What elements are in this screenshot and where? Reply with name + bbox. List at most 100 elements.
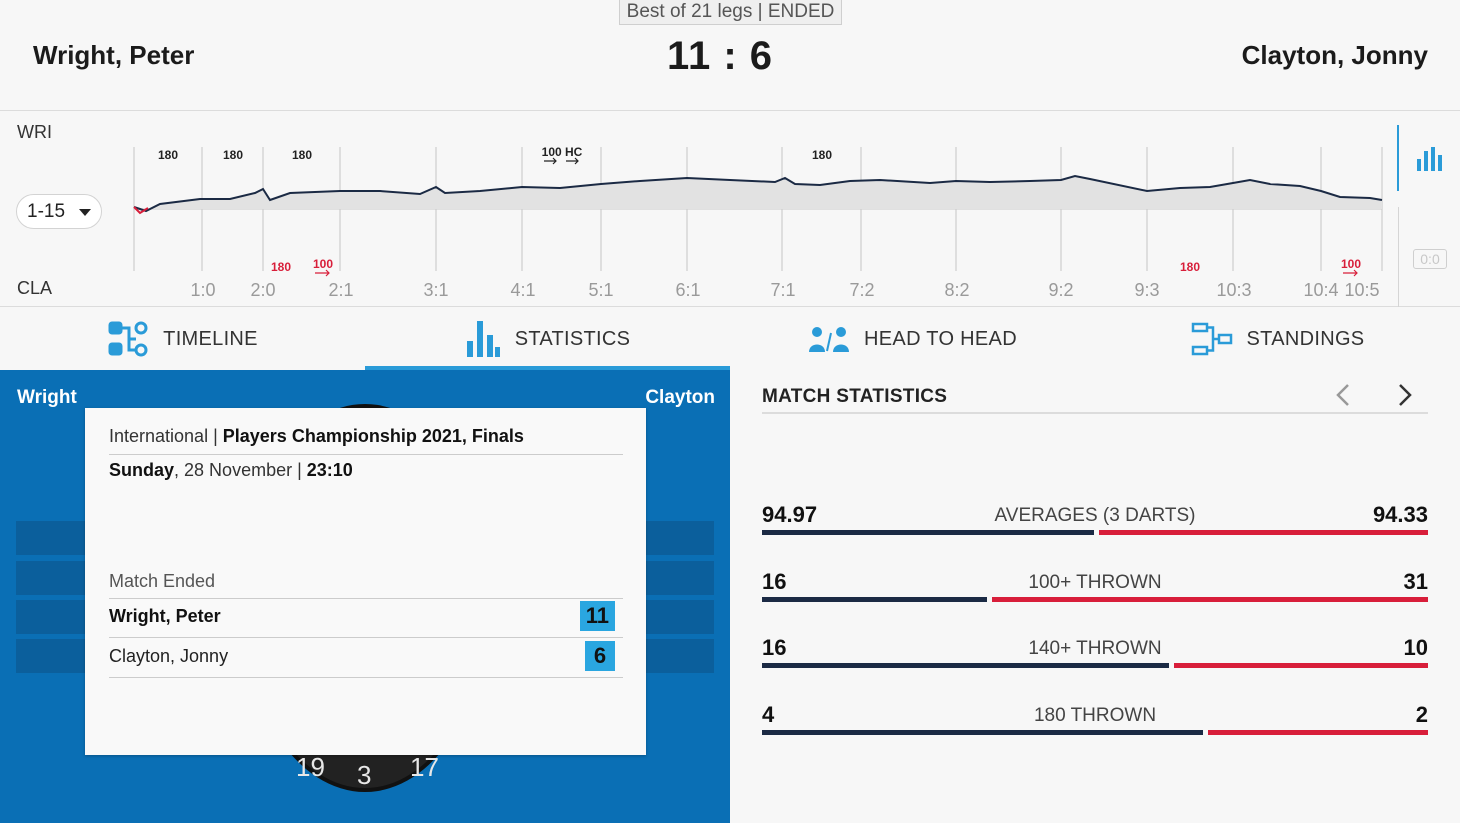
bottom-marker-label: 180 <box>1180 260 1200 274</box>
tab-statistics[interactable]: STATISTICS <box>365 308 730 370</box>
stat-left-bar <box>762 530 1094 535</box>
top-marker-label: 100 HC <box>542 145 583 159</box>
match-info-card: International | Players Championship 202… <box>85 408 646 755</box>
stat-right-value: 2 <box>1415 702 1428 727</box>
caret-down-icon <box>79 209 91 216</box>
leg-score-label: 10:5 <box>1344 280 1379 300</box>
stat-label: 140+ THROWN <box>1028 638 1162 659</box>
away-player-name: Clayton, Jonny <box>1241 40 1428 70</box>
event-line: International | Players Championship 202… <box>109 426 623 455</box>
date-line: Sunday, 28 November | 23:10 <box>109 460 353 480</box>
leg-score-label: 6:1 <box>675 280 700 300</box>
stat-right-bar <box>1174 663 1428 668</box>
board-row-bar <box>16 639 86 673</box>
board-row-bar <box>16 521 86 555</box>
card-player-name: Wright, Peter <box>109 606 221 626</box>
board-row-bar <box>646 600 714 634</box>
stat-right-bar <box>1099 530 1428 535</box>
card-player-row: Clayton, Jonny 6 <box>109 638 623 678</box>
dartboard-number: 17 <box>410 752 439 782</box>
card-player-score: 11 <box>579 601 615 631</box>
arrow-icon <box>315 269 330 277</box>
timeline-away-label: CLA <box>17 278 53 298</box>
leg-score-label: 1:0 <box>190 280 215 300</box>
match-time: 23:10 <box>306 460 353 480</box>
stat-right-bar <box>992 597 1428 602</box>
dartboard-number: 3 <box>357 760 372 790</box>
stat-label: 100+ THROWN <box>1028 572 1162 593</box>
tab-head-to-head[interactable]: HEAD TO HEAD <box>730 308 1095 370</box>
board-row-bar <box>16 600 86 634</box>
leg-score-label: 9:2 <box>1048 280 1073 300</box>
leg-score-label: 3:1 <box>423 280 448 300</box>
match-day: Sunday <box>109 460 175 480</box>
stat-row-100-plus: 16 100+ THROWN 31 <box>762 569 1428 609</box>
momentum-chart: 1:0 2:0 2:1 3:1 4:1 5:1 6:1 7:1 7:2 8:2 9:2 9:3 10:3… <box>133 145 1383 300</box>
stat-left-value: 16 <box>762 635 787 660</box>
match-statistics-panel: MATCH STATISTICS 94.97 AVERAGES (3 DARTS… <box>730 370 1460 823</box>
bottom-marker-label: 180 <box>271 260 291 274</box>
arrow-icon <box>544 157 579 165</box>
stat-left-bar <box>762 730 1203 735</box>
side-divider <box>1397 125 1399 191</box>
leg-score-label: 10:4 <box>1303 280 1338 300</box>
leg-score-label: 2:0 <box>250 280 275 300</box>
home-player-name: Wright, Peter <box>33 40 195 70</box>
tab-head-to-head-label: HEAD TO HEAD <box>864 327 1017 350</box>
card-player-score: 6 <box>585 641 615 671</box>
board-row-bar <box>16 561 86 595</box>
leg-score-label: 8:2 <box>944 280 969 300</box>
board-row-bar <box>646 561 714 595</box>
momentum-line-start <box>133 206 149 215</box>
leg-score-label: 2:1 <box>328 280 353 300</box>
side-divider-lower <box>1398 207 1399 307</box>
chevron-right-icon[interactable] <box>1396 382 1414 415</box>
match-status: Match Ended <box>109 571 623 599</box>
bottom-marker-label: 100 <box>1341 257 1361 271</box>
board-away-name: Clayton <box>645 387 715 408</box>
match-format-badge: Best of 21 legs | ENDED <box>619 0 842 25</box>
tab-timeline[interactable]: TIMELINE <box>0 308 365 370</box>
top-marker-label: 180 <box>812 148 832 162</box>
card-player-name: Clayton, Jonny <box>109 646 229 666</box>
leg-range-select[interactable]: 1-15 <box>16 194 102 229</box>
match-header: Best of 21 legs | ENDED Wright, Peter 11… <box>0 0 1460 111</box>
standings-icon <box>1191 322 1232 356</box>
match-date: 28 November <box>184 460 293 480</box>
leg-range-value: 1-15 <box>27 201 66 222</box>
chevron-left-icon[interactable] <box>1334 382 1352 415</box>
leg-score-label: 9:3 <box>1134 280 1159 300</box>
tab-statistics-label: STATISTICS <box>514 327 631 350</box>
tab-standings-label: STANDINGS <box>1246 327 1365 350</box>
stat-right-bar <box>1208 730 1428 735</box>
leg-score-label: 10:3 <box>1216 280 1251 300</box>
head-to-head-icon <box>809 327 850 352</box>
stat-right-value: 10 <box>1403 635 1428 660</box>
board-home-name: Wright <box>17 387 77 408</box>
leg-score-label: 7:1 <box>770 280 795 300</box>
stat-left-value: 4 <box>762 702 775 727</box>
stat-left-value: 16 <box>762 569 787 594</box>
bottom-marker-label: 100 <box>313 257 333 271</box>
tab-timeline-label: TIMELINE <box>163 327 258 350</box>
match-score: 11 : 6 <box>666 34 774 78</box>
stat-left-bar <box>762 663 1169 668</box>
dartboard-number: 19 <box>296 752 325 782</box>
tab-standings[interactable]: STANDINGS <box>1095 308 1460 370</box>
top-marker-label: 180 <box>223 148 243 162</box>
top-marker-label: 180 <box>292 148 312 162</box>
stat-right-value: 31 <box>1403 569 1428 594</box>
momentum-timeline: WRI CLA 1-15 1:0 2:0 2:1 3:1 4:1 5:1 6:1 7:1 7:2… <box>0 111 1460 307</box>
arrow-icon <box>1343 269 1358 277</box>
momentum-line <box>133 174 1383 213</box>
stat-right-value: 94.33 <box>1372 502 1428 527</box>
leg-score-label: 4:1 <box>510 280 535 300</box>
statistics-icon <box>466 321 500 357</box>
stat-left-bar <box>762 597 987 602</box>
stat-label: 180 THROWN <box>1033 705 1157 726</box>
stat-row-180: 4 180 THROWN 2 <box>762 702 1428 742</box>
bar-chart-icon[interactable] <box>1415 147 1443 171</box>
leg-score-label: 7:2 <box>849 280 874 300</box>
event-category: International <box>109 426 209 446</box>
